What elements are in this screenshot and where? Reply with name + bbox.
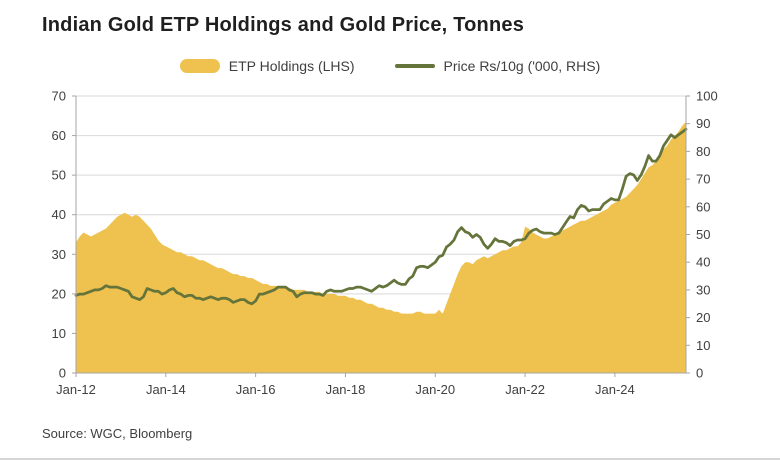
svg-text:Jan-24: Jan-24 <box>595 382 635 397</box>
svg-text:10: 10 <box>52 326 66 341</box>
price-line-swatch-icon <box>394 64 435 68</box>
svg-text:50: 50 <box>696 227 710 242</box>
svg-text:80: 80 <box>696 144 710 159</box>
svg-text:20: 20 <box>52 286 66 301</box>
legend-label-etp-holdings: ETP Holdings (LHS) <box>228 58 355 74</box>
svg-text:60: 60 <box>52 128 66 143</box>
svg-text:50: 50 <box>52 168 66 183</box>
legend-item-etp-holdings: ETP Holdings (LHS) <box>179 58 355 74</box>
right-axis-tick-labels: 0 10 20 30 40 50 60 70 80 90 100 <box>696 89 718 381</box>
etp-holdings-area-series <box>76 121 686 373</box>
svg-text:Jan-20: Jan-20 <box>415 382 455 397</box>
svg-text:40: 40 <box>52 207 66 222</box>
x-axis-tick-labels: Jan-12 Jan-14 Jan-16 Jan-18 Jan-20 Jan-22 Jan-… <box>56 382 635 397</box>
svg-text:40: 40 <box>696 255 710 270</box>
svg-text:30: 30 <box>696 282 710 297</box>
etp-holdings-swatch-icon <box>179 59 220 73</box>
svg-text:Jan-12: Jan-12 <box>56 382 96 397</box>
legend-label-price: Price Rs/10g ('000, RHS) <box>443 58 601 74</box>
gold-price-line-series <box>74 127 688 306</box>
svg-text:Jan-22: Jan-22 <box>505 382 545 397</box>
svg-text:70: 70 <box>52 89 66 104</box>
svg-text:30: 30 <box>52 247 66 262</box>
svg-text:100: 100 <box>696 89 718 104</box>
svg-text:90: 90 <box>696 116 710 131</box>
chart-axes <box>72 95 690 377</box>
page-title: Indian Gold ETP Holdings and Gold Price,… <box>42 14 525 36</box>
svg-text:20: 20 <box>696 310 710 325</box>
chart-canvas: 0 10 20 30 40 50 60 70 0 10 20 30 40 50 60 70 80 90 100 J… <box>52 89 718 398</box>
legend-item-price: Price Rs/10g ('000, RHS) <box>394 58 601 74</box>
svg-text:Jan-14: Jan-14 <box>146 382 186 397</box>
svg-text:0: 0 <box>696 366 703 381</box>
left-axis-tick-labels: 0 10 20 30 40 50 60 70 <box>52 89 66 381</box>
svg-text:Jan-18: Jan-18 <box>326 382 366 397</box>
svg-text:70: 70 <box>696 172 710 187</box>
svg-text:60: 60 <box>696 199 710 214</box>
chart-legend: ETP Holdings (LHS) Price Rs/10g ('000, R… <box>0 58 780 74</box>
svg-text:10: 10 <box>696 338 710 353</box>
source-note: Source: WGC, Bloomberg <box>42 426 193 441</box>
svg-text:Jan-16: Jan-16 <box>236 382 276 397</box>
svg-text:0: 0 <box>59 366 66 381</box>
